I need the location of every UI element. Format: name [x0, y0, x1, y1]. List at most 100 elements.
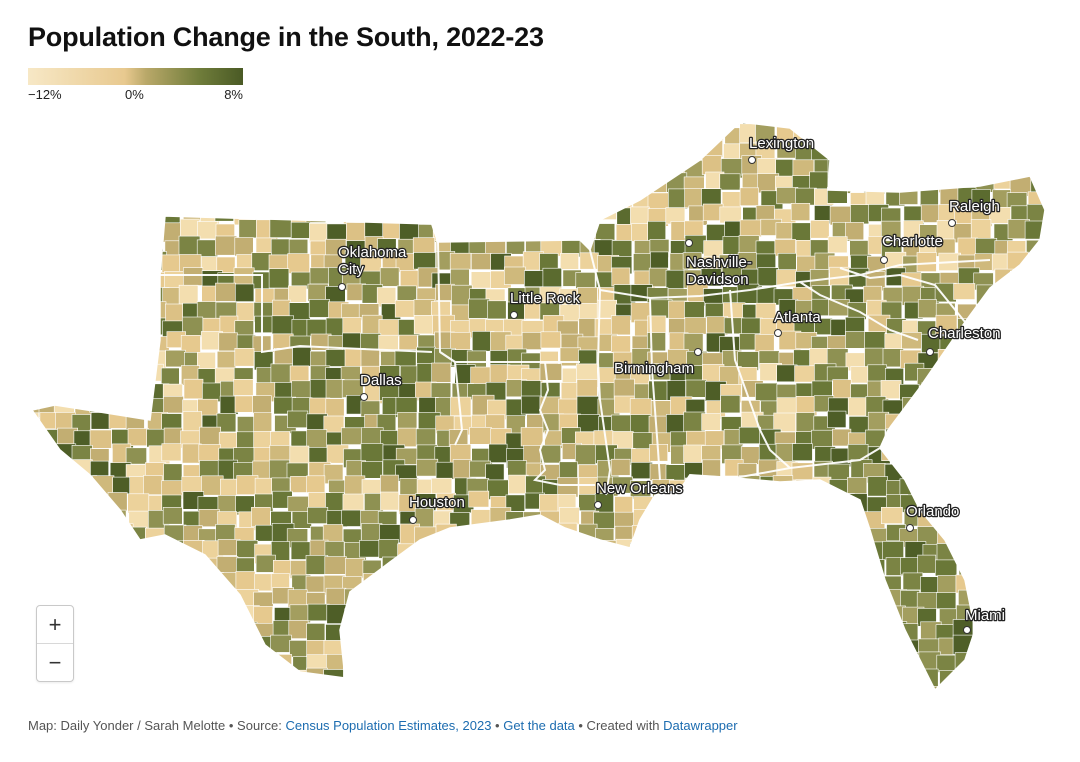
county-cell — [32, 235, 41, 255]
county-cell — [826, 525, 849, 545]
county-cell — [198, 508, 220, 527]
county-cell — [540, 382, 561, 400]
county-cell — [649, 510, 669, 528]
county-cell — [52, 285, 74, 306]
county-cell — [454, 685, 475, 690]
county-cell — [936, 461, 959, 483]
county-cell — [73, 144, 93, 164]
county-cell — [35, 494, 55, 515]
county-cell — [847, 541, 867, 559]
county-cell — [504, 667, 524, 685]
county-cell — [108, 635, 128, 655]
county-cell — [485, 589, 508, 609]
county-cell — [701, 512, 722, 532]
county-cell — [57, 272, 80, 291]
county-cell — [652, 621, 672, 639]
county-cell — [1012, 395, 1034, 415]
county-cell — [32, 476, 44, 497]
county-cell — [845, 171, 868, 191]
county-cell — [1025, 379, 1045, 397]
county-cell — [557, 605, 577, 625]
county-cell — [130, 619, 151, 638]
county-cell — [794, 365, 817, 383]
county-cell — [180, 218, 200, 239]
county-cell — [991, 590, 1015, 608]
county-cell — [1007, 603, 1029, 621]
county-cell — [327, 685, 349, 690]
county-cell — [306, 192, 328, 210]
county-cell — [341, 144, 364, 163]
county-cell — [863, 126, 885, 145]
county-cell — [35, 156, 57, 175]
county-cell — [90, 510, 110, 529]
county-cell — [723, 543, 746, 561]
county-cell — [74, 541, 94, 560]
county-cell — [794, 635, 814, 657]
county-cell — [739, 187, 759, 207]
county-cell — [94, 235, 114, 256]
county-cell — [125, 203, 147, 221]
county-cell — [899, 651, 921, 672]
county-cell — [1029, 684, 1045, 690]
county-cell — [108, 206, 130, 225]
county-cell — [468, 155, 488, 173]
get-data-link[interactable]: Get the data — [503, 718, 575, 733]
county-cell — [55, 255, 76, 273]
datawrapper-link[interactable]: Datawrapper — [663, 718, 738, 733]
county-cell — [976, 398, 999, 417]
county-cell — [378, 319, 401, 338]
county-cell — [238, 140, 258, 159]
county-cell — [35, 205, 57, 226]
county-cell — [754, 334, 775, 353]
chart-title: Population Change in the South, 2022-23 — [28, 22, 544, 52]
county-cell — [129, 651, 149, 670]
zoom-out-button[interactable]: − — [48, 649, 62, 675]
county-cell — [846, 668, 866, 687]
county-cell — [38, 331, 58, 349]
county-cell — [795, 479, 818, 498]
county-cell — [144, 573, 167, 592]
county-cell — [508, 474, 529, 495]
county-cell — [539, 122, 561, 127]
county-cell — [702, 654, 724, 673]
county-cell — [111, 140, 131, 159]
county-cell — [326, 159, 348, 177]
county-cell — [143, 143, 163, 161]
county-cell — [32, 560, 40, 578]
county-cell — [1025, 621, 1045, 641]
county-cell — [327, 122, 348, 129]
county-cell — [829, 589, 853, 608]
county-cell — [71, 635, 92, 656]
county-cell — [36, 383, 57, 401]
county-cell — [937, 349, 959, 369]
county-cell — [505, 527, 526, 545]
county-cell — [558, 206, 580, 226]
zoom-in-button[interactable]: + — [37, 606, 73, 644]
county-cell — [233, 186, 254, 204]
map-area[interactable]: Lexington Raleigh Oklahoma City Charlotte Nas… — [0, 100, 1080, 700]
source-link[interactable]: Census Population Estimates, 2023 — [285, 718, 492, 733]
county-cell — [975, 687, 998, 690]
county-cell — [364, 173, 384, 192]
county-cell — [813, 122, 832, 125]
county-cell — [1042, 443, 1045, 461]
county-cell — [468, 490, 490, 508]
county-cell — [880, 638, 904, 659]
county-cell — [39, 476, 59, 494]
county-cell — [828, 139, 850, 159]
county-cell — [161, 443, 182, 462]
county-cell — [791, 619, 812, 639]
county-cell — [971, 410, 991, 429]
county-cell — [434, 538, 456, 558]
county-cell — [577, 414, 600, 433]
choropleth-map[interactable]: Lexington Raleigh Oklahoma City Charlotte Nas… — [0, 100, 1080, 700]
county-cell — [742, 555, 762, 572]
county-cell — [559, 555, 583, 576]
county-cell — [34, 142, 56, 163]
county-cell — [543, 667, 564, 687]
county-cell — [106, 685, 128, 690]
county-cell — [992, 286, 1015, 305]
county-cell — [76, 523, 98, 544]
county-cell — [287, 410, 309, 429]
county-cell — [1046, 190, 1067, 206]
